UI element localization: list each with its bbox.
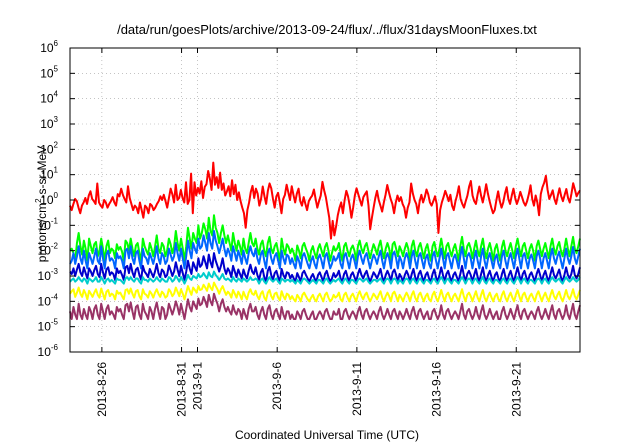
series-line-6 [69, 281, 581, 303]
series-line-3 [69, 229, 581, 270]
x-ticks: 2013-8-26 2013-8-31 2013-9-1 2013-9-6 2013-9… [95, 48, 523, 417]
y-tick-exponent: -5 [51, 318, 59, 327]
y-tick-base: 10 [40, 66, 54, 80]
y-tick-label: 106 [40, 39, 58, 55]
y-tick-base: 10 [40, 142, 54, 156]
y-tick-base: 10 [38, 218, 52, 232]
y-tick-base: 10 [38, 244, 52, 258]
x-tick-label: 2013-9-6 [270, 362, 284, 410]
series-line-7 [69, 292, 581, 321]
y-axis-label: protons/cm2-s-sr-MeV [34, 146, 49, 262]
y-tick-label: 10-6 [38, 343, 59, 359]
y-tick-label: 102 [40, 140, 58, 156]
y-tick-base: 10 [40, 117, 54, 131]
y-tick-exponent: 6 [54, 39, 59, 48]
y-tick-label: 10-1 [38, 216, 59, 232]
x-tick-label: 2013-9-16 [430, 362, 444, 417]
y-tick-exponent: -3 [51, 267, 59, 276]
y-tick-exponent: -4 [51, 292, 59, 301]
y-tick-exponent: 1 [54, 166, 59, 175]
y-tick-base: 10 [40, 168, 54, 182]
y-ticks: 10-610-510-410-310-210-11001011021031041… [38, 39, 580, 359]
y-tick-exponent: 4 [54, 90, 59, 99]
y-tick-label: 100 [40, 191, 58, 207]
series-line-5 [69, 270, 581, 285]
y-axis-label-rest: -s-sr-MeV [35, 146, 49, 199]
y-tick-exponent: 5 [54, 64, 59, 73]
x-tick-label: 2013-8-26 [95, 362, 109, 417]
y-tick-base: 10 [38, 269, 52, 283]
y-tick-exponent: 3 [54, 115, 59, 124]
y-tick-base: 10 [40, 193, 54, 207]
x-axis-label: Coordinated Universal Time (UTC) [235, 428, 419, 442]
y-axis-label-base: protons/cm [35, 203, 49, 262]
y-tick-label: 104 [40, 90, 58, 106]
y-tick-exponent: -1 [51, 216, 59, 225]
y-tick-base: 10 [38, 345, 52, 359]
chart-title: /data/run/goesPlots/archive/2013-09-24/f… [117, 22, 537, 37]
y-tick-exponent: -6 [51, 343, 59, 352]
series-line-1 [69, 161, 581, 240]
series-line-2 [69, 214, 581, 262]
y-tick-exponent: -2 [51, 242, 59, 251]
y-tick-label: 10-5 [38, 318, 59, 334]
series-line-4 [69, 252, 581, 283]
y-tick-label: 105 [40, 64, 58, 80]
y-tick-label: 10-4 [38, 292, 59, 308]
y-tick-label: 103 [40, 115, 58, 131]
y-tick-label: 101 [40, 166, 58, 182]
y-tick-base: 10 [40, 92, 54, 106]
y-tick-exponent: 2 [54, 140, 59, 149]
y-tick-exponent: 0 [54, 191, 59, 200]
series-layer [69, 161, 581, 321]
x-tick-label: 2013-9-1 [191, 362, 205, 410]
x-tick-label: 2013-9-11 [350, 362, 364, 416]
y-axis-label-sup: 2 [34, 198, 43, 203]
y-tick-base: 10 [40, 41, 54, 55]
x-tick-label: 2013-9-21 [509, 362, 523, 417]
x-tick-label: 2013-8-31 [175, 362, 189, 417]
y-tick-label: 10-2 [38, 242, 59, 258]
y-tick-label: 10-3 [38, 267, 59, 283]
y-tick-base: 10 [38, 320, 52, 334]
y-tick-base: 10 [38, 294, 52, 308]
